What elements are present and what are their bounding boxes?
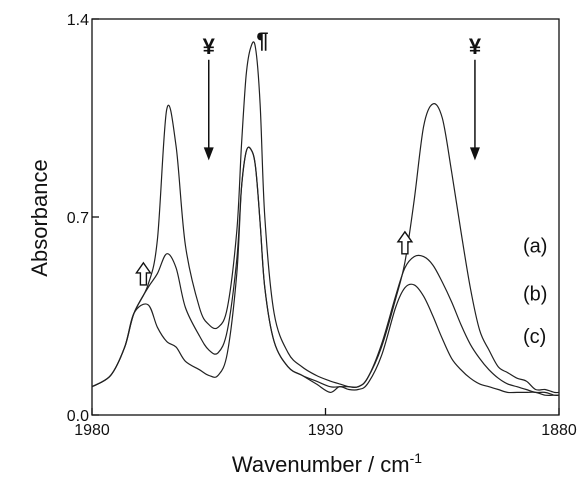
x-axis-label-superscript: -1 bbox=[410, 450, 423, 466]
series-line-3 bbox=[91, 146, 559, 397]
plot-frame bbox=[91, 18, 560, 416]
y-tick-label: 1.4 bbox=[67, 12, 89, 29]
series-label-1: (a) bbox=[523, 235, 547, 257]
plot-border bbox=[91, 18, 560, 416]
y-tick-label: 0.7 bbox=[67, 210, 89, 227]
annotation-layer: ¥ ¥ ¶ bbox=[135, 28, 482, 286]
x-tick-label: 1880 bbox=[541, 422, 577, 439]
series-line-2 bbox=[91, 146, 560, 397]
x-axis-label: Wavenumber / cm-1 bbox=[232, 450, 422, 477]
series-line-1 bbox=[91, 41, 560, 394]
x-tick-label: 1980 bbox=[74, 422, 110, 439]
axis-layer: 0.0 0.7 1.4 1980 1930 1880 bbox=[67, 12, 577, 439]
hollow-up-arrow-icon bbox=[396, 230, 414, 255]
y-axis-label: Absorbance bbox=[27, 159, 52, 276]
pilcrow-marker: ¶ bbox=[256, 28, 268, 53]
hollow-up-arrow-icon bbox=[135, 261, 152, 286]
series-label-3: (c) bbox=[523, 326, 546, 348]
x-axis-label-main: Wavenumber / cm bbox=[232, 452, 410, 477]
y-tick-label: 0.0 bbox=[67, 408, 89, 425]
series-label-2: (b) bbox=[523, 283, 547, 305]
yen-marker: ¥ bbox=[203, 34, 216, 59]
series-layer bbox=[91, 41, 560, 397]
down-arrow-head bbox=[469, 147, 480, 161]
x-tick-label: 1930 bbox=[308, 422, 344, 439]
down-arrow-head bbox=[203, 147, 214, 161]
yen-marker: ¥ bbox=[469, 34, 482, 59]
legend-layer: (a) (b) (c) bbox=[523, 235, 547, 348]
